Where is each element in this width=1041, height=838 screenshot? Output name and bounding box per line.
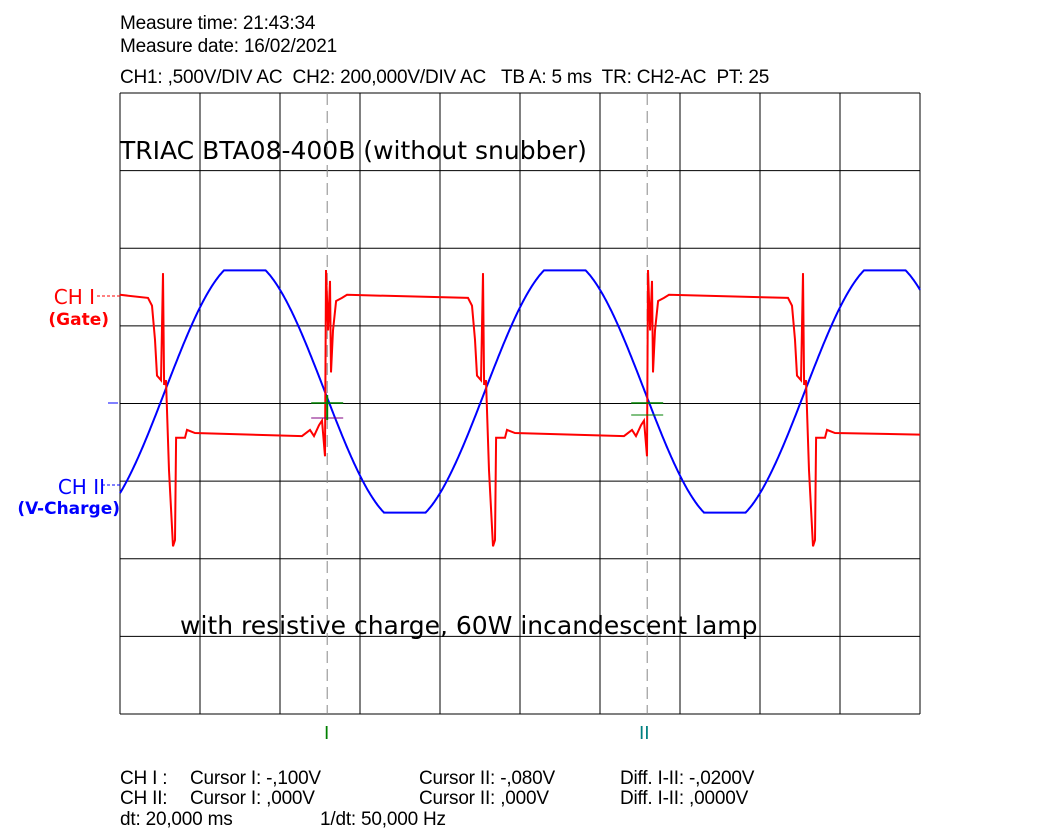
ch2-label: CH II [57,475,105,499]
footer-dt: dt: 20,000 ms [120,809,233,830]
ch2-name: (V-Charge) [17,499,120,519]
footer-ch1-diff: Diff. I-II: -,0200V [620,768,755,789]
footer-ch2-cursor1: Cursor I: ,000V [190,788,315,809]
footer-ch2-cursor2: Cursor II: ,000V [419,788,549,809]
ch1-name: (Gate) [48,310,109,330]
footer-ch1-cursor2: Cursor II: -,080V [419,768,555,789]
footer-inv-dt: 1/dt: 50,000 Hz [320,809,446,830]
footer-ch2-diff: Diff. I-II: ,0000V [620,788,749,809]
cursor2-label[interactable]: II [639,723,650,744]
chart-title: TRIAC BTA08-400B (without snubber) [120,136,587,165]
measure-date: Measure date: 16/02/2021 [120,36,338,57]
footer-ch1-prefix: CH I : [120,768,168,789]
cursor1-label[interactable]: I [324,723,330,744]
footer-ch1-cursor1: Cursor I: -,100V [190,768,321,789]
measure-time: Measure time: 21:43:34 [120,13,316,34]
ch2-trace [119,269,921,514]
channel-settings: CH1: ,500V/DIV AC CH2: 200,000V/DIV AC T… [120,67,770,88]
chart-annotation: with resistive charge, 60W incandescent … [180,611,758,640]
ch1-trace [119,269,921,547]
ch1-label: CH I [53,285,95,309]
footer-ch2-prefix: CH II: [120,788,168,809]
